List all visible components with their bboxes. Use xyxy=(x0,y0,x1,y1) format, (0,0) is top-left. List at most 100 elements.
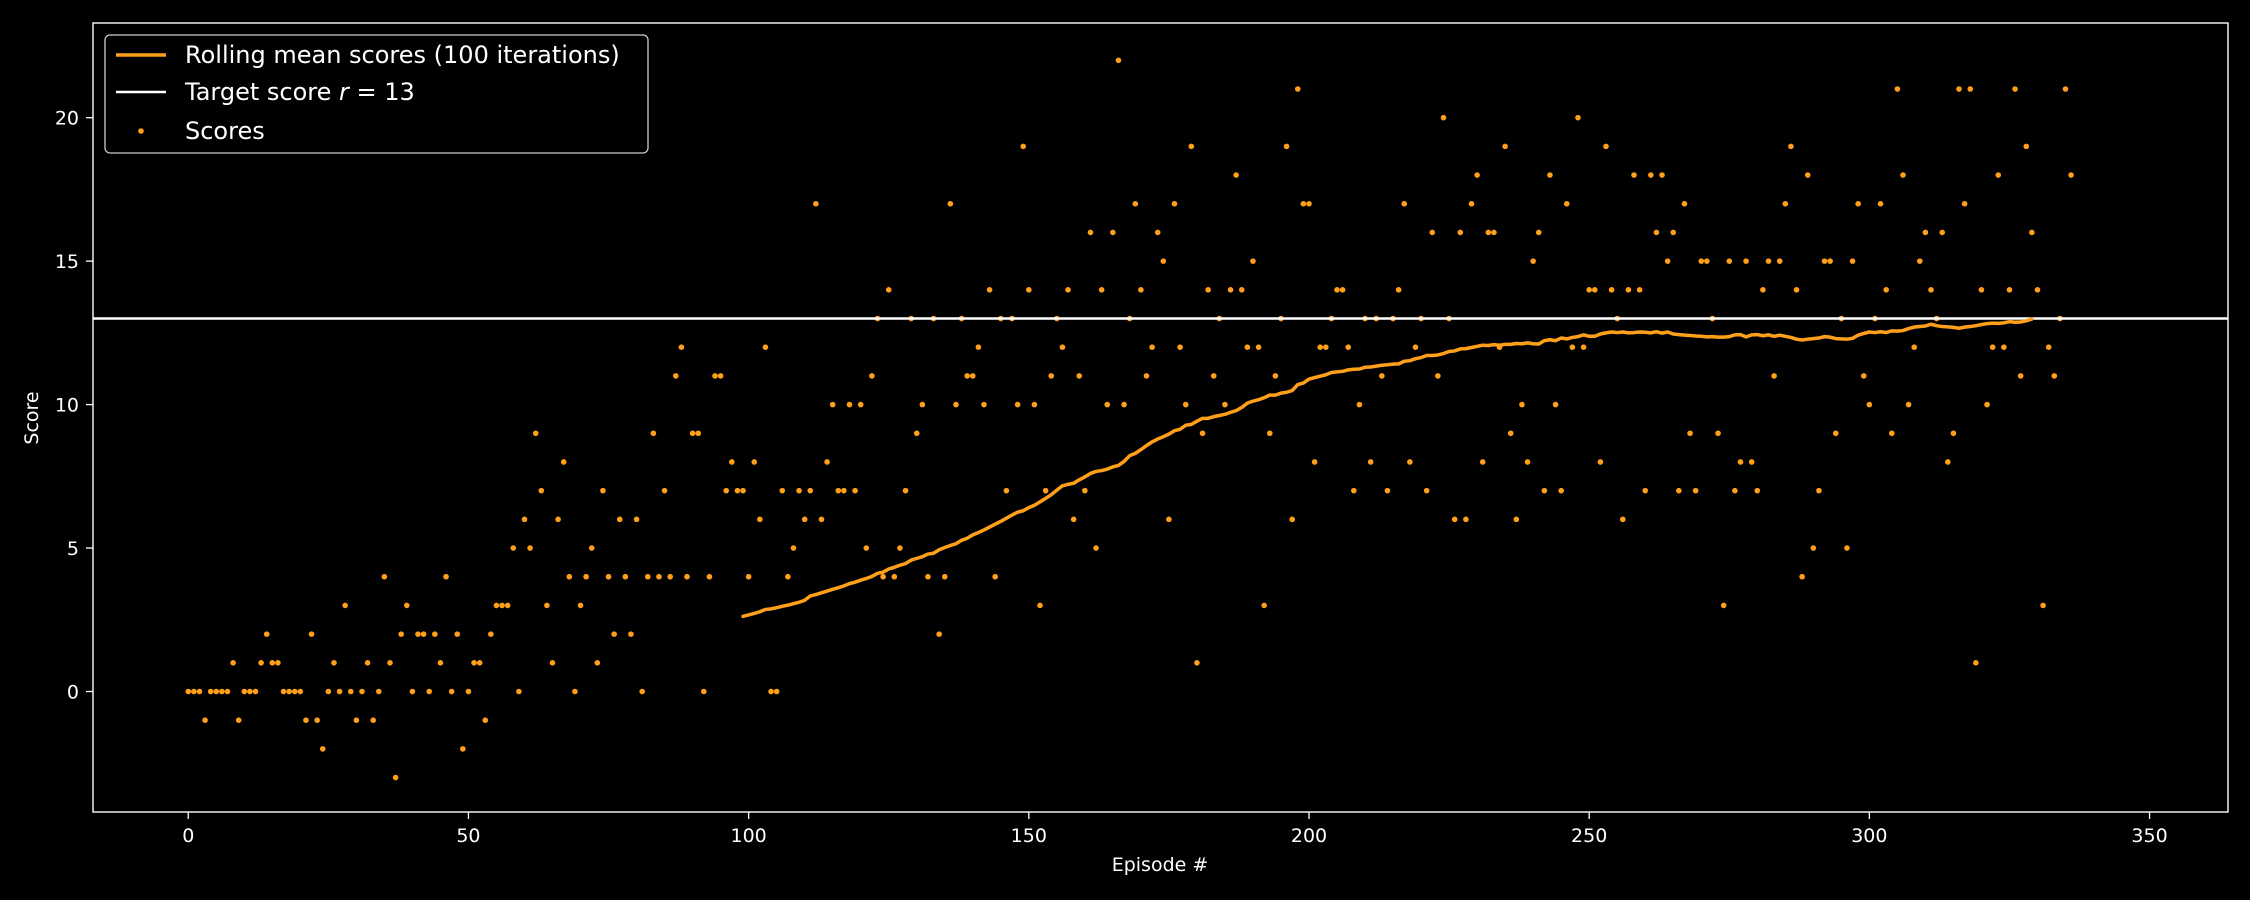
score-point xyxy=(1849,258,1856,264)
y-tick-label: 15 xyxy=(55,251,79,273)
score-point xyxy=(1244,344,1251,351)
score-point xyxy=(1255,344,1262,351)
score-point xyxy=(1911,344,1917,351)
score-point xyxy=(521,516,528,523)
score-point xyxy=(1984,401,1990,408)
score-point xyxy=(1631,172,1637,178)
score-point xyxy=(196,688,203,695)
score-point xyxy=(448,688,455,695)
score-point xyxy=(689,430,696,437)
score-point xyxy=(650,430,657,437)
score-point xyxy=(661,487,668,494)
score-point xyxy=(1552,401,1559,408)
score-point xyxy=(1804,172,1811,178)
score-point xyxy=(1412,344,1419,351)
score-point xyxy=(247,688,253,695)
score-point xyxy=(1451,516,1458,523)
score-point xyxy=(291,688,298,695)
score-point xyxy=(1961,200,1968,207)
score-point xyxy=(1087,229,1094,236)
score-point xyxy=(1334,287,1340,293)
score-point xyxy=(964,373,970,379)
score-point xyxy=(538,487,545,494)
score-point xyxy=(1765,258,1772,264)
score-point xyxy=(600,487,606,494)
legend-target-prefix: Target score xyxy=(184,78,339,106)
score-point xyxy=(1222,401,1228,408)
score-point xyxy=(1860,373,1867,379)
score-point xyxy=(1995,172,2002,178)
x-tick-label: 150 xyxy=(1011,825,1047,847)
score-point xyxy=(2045,344,2052,351)
score-point xyxy=(1042,487,1049,494)
score-point xyxy=(1261,602,1267,609)
score-point xyxy=(796,487,802,494)
legend-scores-label: Scores xyxy=(185,117,265,145)
score-point xyxy=(1748,459,1755,465)
score-point xyxy=(1625,287,1632,293)
score-point xyxy=(706,573,713,580)
score-point xyxy=(499,602,505,609)
score-point xyxy=(1020,143,1027,150)
y-tick-label: 0 xyxy=(67,681,79,703)
score-point xyxy=(1737,459,1744,465)
score-point xyxy=(1620,516,1626,523)
score-point xyxy=(818,516,825,523)
x-tick-label: 200 xyxy=(1291,825,1327,847)
score-point xyxy=(555,516,561,523)
score-point xyxy=(1283,143,1290,150)
score-point xyxy=(482,717,489,723)
score-point xyxy=(1166,516,1172,523)
score-point xyxy=(286,688,292,695)
score-point xyxy=(415,631,421,637)
score-point xyxy=(1681,200,1688,207)
score-point xyxy=(331,660,337,666)
score-point xyxy=(235,717,242,723)
score-point xyxy=(381,573,388,580)
x-axis-label: Episode # xyxy=(1112,854,1209,876)
score-point xyxy=(1351,487,1357,494)
score-point xyxy=(2012,86,2018,92)
score-point xyxy=(941,573,948,580)
score-point xyxy=(1323,344,1329,351)
score-point xyxy=(891,573,898,580)
score-point xyxy=(583,573,589,580)
score-point xyxy=(1973,660,1979,666)
score-point xyxy=(577,602,584,609)
score-point xyxy=(398,631,405,637)
score-point xyxy=(1575,114,1581,121)
score-point xyxy=(1485,229,1492,236)
score-point xyxy=(1233,172,1239,178)
score-point xyxy=(1143,373,1150,379)
score-point xyxy=(1591,287,1598,293)
score-point xyxy=(829,401,836,408)
score-point xyxy=(1530,258,1536,264)
score-point xyxy=(1580,344,1587,351)
score-point xyxy=(1905,401,1912,408)
score-point xyxy=(986,287,993,293)
score-point xyxy=(1558,487,1564,494)
score-point xyxy=(1132,200,1139,207)
score-point xyxy=(1698,258,1705,264)
score-point xyxy=(1603,143,1609,150)
score-point xyxy=(1670,229,1677,236)
score-point xyxy=(723,487,730,494)
score-point xyxy=(1720,602,1727,609)
score-point xyxy=(605,573,612,580)
score-point xyxy=(1978,287,1985,293)
score-point xyxy=(1513,516,1520,523)
y-tick-label: 10 xyxy=(55,395,79,417)
score-point xyxy=(801,516,808,523)
score-point xyxy=(443,573,449,580)
score-point xyxy=(1788,143,1794,150)
score-point xyxy=(1031,401,1038,408)
score-point xyxy=(846,401,853,408)
score-point xyxy=(549,660,556,666)
score-point xyxy=(1289,516,1295,523)
score-point xyxy=(897,545,903,551)
score-point xyxy=(1547,172,1553,178)
score-point xyxy=(712,373,718,379)
x-tick-label: 50 xyxy=(456,825,480,847)
score-point xyxy=(969,373,976,379)
